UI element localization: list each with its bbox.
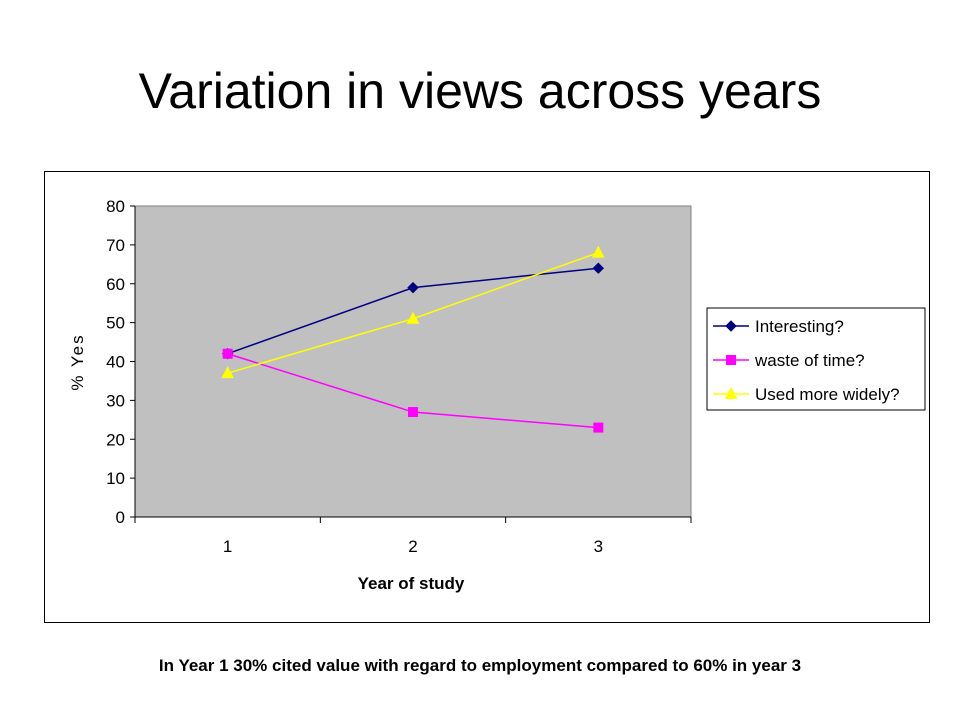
legend-marker (725, 320, 737, 332)
legend-label: Used more widely? (755, 385, 900, 404)
y-tick-label: 10 (106, 469, 125, 488)
y-axis-label: % Yes (68, 333, 87, 390)
slide-title: Variation in views across years (138, 63, 822, 119)
y-tick-label: 40 (106, 353, 125, 372)
data-point (593, 422, 604, 433)
legend-box (706, 307, 926, 411)
y-tick-label: 70 (106, 236, 125, 255)
data-point (407, 281, 419, 294)
plot-area (134, 205, 692, 518)
chart-container: 0 10 20 30 40 50 60 70 80 1 2 3 % Yes Year of study… (44, 171, 930, 623)
legend-item: Used more widely? (713, 385, 900, 404)
legend: Interesting? waste of time? Used more wide… (706, 307, 926, 411)
series-3 (221, 245, 605, 379)
x-axis-label: Year of study (358, 574, 465, 593)
data-point (592, 245, 605, 258)
y-tick-label: 80 (106, 197, 125, 216)
legend-item: Interesting? (713, 317, 844, 336)
y-tick-label: 30 (106, 391, 125, 410)
x-tick-label: 1 (223, 537, 232, 556)
data-point (408, 407, 418, 418)
legend-marker (726, 355, 736, 365)
legend-marker (724, 386, 738, 399)
line-chart: 0 10 20 30 40 50 60 70 80 1 2 3 % Yes Year of study… (68, 197, 926, 593)
slide-caption: In Year 1 30% cited value with regard to… (158, 656, 802, 675)
x-tick-label: 3 (594, 537, 603, 556)
y-tick-label: 0 (116, 508, 125, 527)
series-2 (222, 348, 604, 433)
y-tick-label: 50 (106, 314, 125, 333)
y-tick-label: 60 (106, 275, 125, 294)
legend-label: waste of time? (754, 351, 865, 370)
data-point (592, 262, 605, 274)
legend-label: Interesting? (755, 317, 844, 336)
data-point (406, 311, 420, 324)
y-tick-label: 20 (106, 430, 125, 449)
legend-item: waste of time? (713, 351, 865, 370)
data-point (222, 348, 233, 359)
data-point (221, 366, 234, 379)
x-tick-label: 2 (408, 537, 417, 556)
